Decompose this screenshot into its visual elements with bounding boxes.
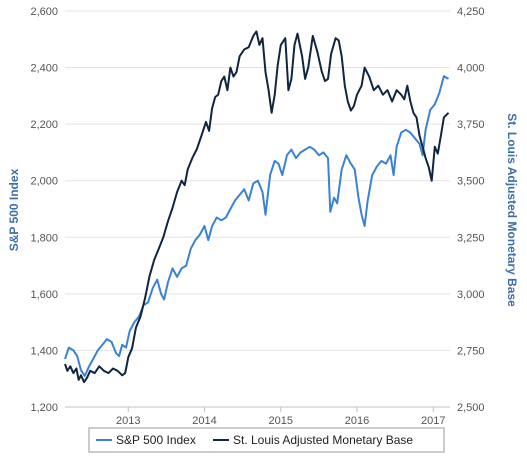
y-left-tick-label: 1,200 [30,402,58,414]
y-right-tick-label: 3,250 [457,232,485,244]
x-tick-label: 2017 [421,415,445,427]
y-right-tick-label: 3,500 [457,176,485,188]
legend[interactable]: S&P 500 Index St. Louis Adjusted Monetar… [88,427,445,453]
series-line-monetary-base [64,30,450,384]
grid-lines [65,10,450,408]
x-tick-label: 2015 [269,415,293,427]
y-left-tick-label: 1,400 [30,345,58,357]
y-right-axis-title: St. Louis Adjusted Monetary Base [505,113,519,307]
y-left-tick-label: 2,200 [30,119,58,131]
x-axis-ticks: 2013 2014 2015 2016 2017 [65,406,450,427]
series-line-sp500 [64,75,450,377]
y-right-tick-label: 3,000 [457,289,485,301]
x-tick-label: 2016 [345,415,369,427]
y-right-tick-label: 2,750 [457,345,485,357]
y-left-axis-title: S&P 500 Index [7,168,21,251]
y-right-tick-label: 3,750 [457,119,485,131]
y-left-tick-label: 1,600 [30,289,58,301]
legend-label-sp500[interactable]: S&P 500 Index [116,433,196,447]
y-left-tick-label: 2,600 [30,6,58,18]
x-tick-label: 2014 [192,415,216,427]
y-right-tick-label: 4,000 [457,63,485,75]
left-axis-ticks: 1,200 1,400 1,600 1,800 2,000 2,200 2,400 2,600 [30,6,58,414]
y-left-tick-label: 2,000 [30,176,58,188]
x-tick-label: 2013 [116,415,140,427]
series-lines [64,30,450,384]
right-axis-ticks: 2,500 2,750 3,000 3,250 3,500 3,750 4,000 4,250 [457,6,485,414]
y-left-tick-label: 1,800 [30,232,58,244]
legend-box [88,427,445,453]
y-right-tick-label: 2,500 [457,402,485,414]
legend-label-monetary-base[interactable]: St. Louis Adjusted Monetary Base [233,433,413,447]
y-left-tick-label: 2,400 [30,63,58,75]
y-right-tick-label: 4,250 [457,6,485,18]
